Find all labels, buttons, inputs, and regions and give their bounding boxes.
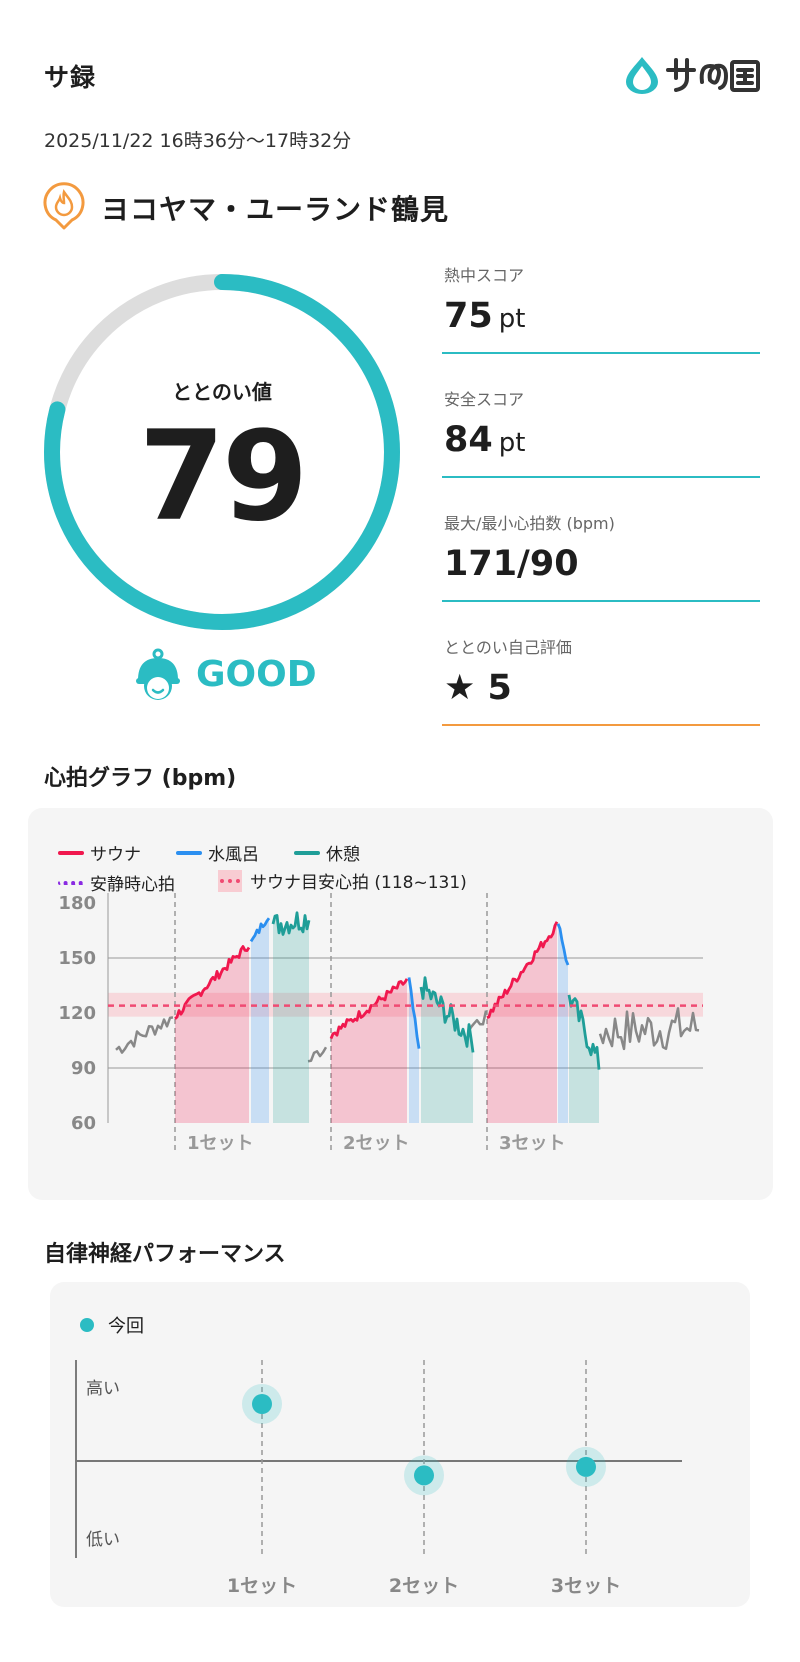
y-tick-label: 150	[58, 948, 96, 969]
set-label: 2セット	[343, 1133, 410, 1154]
totonoi-ring	[40, 270, 404, 634]
y-tick-label: 60	[71, 1113, 96, 1134]
self-rating-card: ととのい自己評価 ★ 5	[442, 634, 760, 726]
totonoi-value: 79	[138, 405, 309, 549]
legend-current: 今回	[80, 1312, 144, 1338]
venue-name: ヨコヤマ・ユーランド鶴見	[101, 193, 450, 226]
phase-line	[407, 977, 421, 1049]
stat-label: 安全スコア	[444, 390, 525, 409]
legend-sauna: サウナ	[58, 840, 141, 865]
status-badge: GOOD	[134, 648, 364, 704]
high-label: 高い	[86, 1379, 120, 1399]
legend-target-hr: サウナ目安心拍 (118~131)	[218, 868, 467, 893]
ans-chart-panel: 今回 高い 低い 1セット 2セット 3セット	[50, 1282, 750, 1607]
phase-line	[329, 978, 409, 1040]
data-point	[414, 1465, 434, 1486]
hr-section-title: 心拍グラフ (bpm)	[44, 766, 237, 791]
hr-line-idle	[598, 1007, 700, 1051]
session-datetime: 2025/11/22 16時36分〜17時32分	[44, 130, 352, 152]
set-label: 1セット	[227, 1575, 297, 1597]
heart-rate-range-card: 最大/最小心拍数 (bpm) 171/90	[442, 510, 760, 602]
stat-label: 熱中スコア	[444, 266, 525, 285]
set-label: 3セット	[551, 1575, 621, 1597]
phase-line	[249, 917, 271, 943]
sauna-country-logo	[622, 54, 762, 96]
safety-score-card: 安全スコア 84 pt	[442, 386, 760, 478]
page-title: サ録	[44, 63, 97, 92]
set-label: 1セット	[187, 1133, 254, 1154]
status-text: GOOD	[196, 654, 317, 695]
phase-area	[487, 921, 557, 1123]
y-tick-label: 90	[71, 1058, 96, 1079]
phase-area	[421, 977, 473, 1123]
ans-section-title: 自律神経パフォーマンス	[44, 1242, 286, 1267]
legend-water: 水風呂	[176, 840, 259, 865]
low-label: 低い	[86, 1530, 120, 1550]
sauna-hat-face-icon	[134, 648, 182, 704]
phase-area	[409, 977, 419, 1123]
hr-chart-plot: 180 150 120 90 60 1セット 2セット 3セット	[58, 893, 703, 1154]
set-label: 3セット	[499, 1133, 566, 1154]
totonoi-label: ととのい値	[172, 380, 272, 404]
phase-line	[556, 923, 570, 966]
legend-rest: 休憩	[294, 840, 360, 865]
phase-area	[175, 946, 249, 1123]
phase-line	[174, 945, 251, 1020]
phase-area	[331, 978, 407, 1123]
hr-line-idle	[115, 1016, 174, 1054]
data-point	[252, 1394, 272, 1414]
ans-chart-plot: 1セット 2セット 3セット	[75, 1360, 682, 1597]
stat-value: 171/90	[444, 544, 579, 584]
stat-label: 最大/最小心拍数 (bpm)	[444, 514, 615, 533]
water-drop-logo-icon	[626, 57, 658, 94]
stat-value: ★ 5	[444, 668, 512, 708]
data-point	[576, 1456, 596, 1477]
hr-line-idle	[307, 1046, 328, 1063]
flame-location-pin-icon	[42, 182, 86, 232]
phase-area	[251, 918, 269, 1123]
phase-line	[486, 921, 559, 1019]
hr-chart-panel: サウナ 水風呂 休憩 安静時心拍 サウナ目安心拍 (118~131) 180 15…	[28, 808, 773, 1200]
hr-line-idle	[466, 1010, 488, 1033]
stat-label: ととのい自己評価	[444, 638, 572, 657]
stat-value: 84 pt	[444, 420, 526, 460]
phase-area	[558, 923, 568, 1123]
phase-line	[419, 976, 475, 1053]
logo-wordmark	[666, 56, 762, 101]
y-tick-label: 120	[58, 1003, 96, 1024]
phase-line	[271, 911, 311, 936]
phase-line	[567, 994, 601, 1070]
set-label: 2セット	[389, 1575, 459, 1597]
phase-area	[273, 912, 309, 1123]
y-tick-label: 180	[58, 893, 96, 914]
heat-score-card: 熱中スコア 75 pt	[442, 262, 760, 354]
stat-value: 75 pt	[444, 296, 526, 336]
phase-area	[569, 994, 599, 1123]
legend-resting-hr: 安静時心拍	[58, 870, 175, 895]
